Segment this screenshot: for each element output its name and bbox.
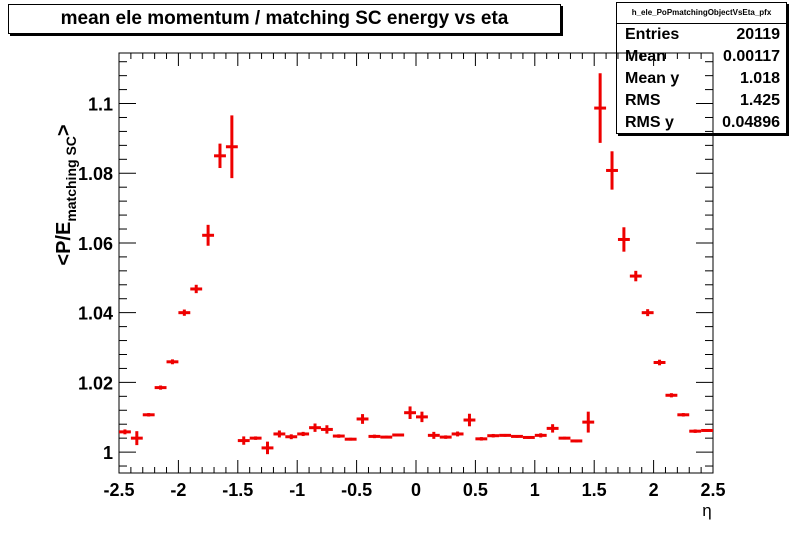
stats-label: RMS y [625, 114, 674, 131]
x-tick-label: -2.5 [103, 480, 134, 500]
data-point [154, 385, 167, 390]
stats-value: 20119 [736, 26, 780, 43]
plot-frame [118, 52, 714, 474]
data-point [225, 115, 238, 179]
x-tick-label: 1 [530, 480, 540, 500]
y-axis-label-main: <P/E [53, 222, 75, 266]
x-tick-label: 2 [649, 480, 659, 500]
data-point [427, 431, 440, 439]
data-point [178, 309, 191, 316]
y-tick-label: 1.06 [78, 234, 113, 254]
data-point [202, 224, 215, 246]
data-point [249, 436, 262, 440]
data-point [582, 411, 595, 433]
x-tick-label: 0 [411, 480, 421, 500]
data-point [297, 431, 310, 437]
y-tick-label: 1.04 [78, 304, 113, 324]
data-point [689, 429, 702, 433]
data-point [344, 437, 357, 441]
data-point [380, 435, 393, 439]
data-point [130, 431, 143, 446]
data-point [534, 433, 547, 438]
data-point [285, 434, 298, 440]
data-point [166, 359, 179, 365]
data-point [463, 413, 476, 427]
y-tick-label: 1.02 [78, 373, 113, 393]
x-axis: -2.5 -2 -1.5 -1 -0.5 0 0.5 1 1.5 2 2.5 [103, 53, 726, 500]
y-tick-label: 1.1 [88, 95, 113, 115]
stats-label: Mean y [625, 70, 680, 87]
data-point [665, 393, 678, 398]
stats-value: 1.018 [739, 70, 780, 87]
stats-value: 0.00117 [723, 48, 780, 65]
data-point [392, 433, 405, 437]
data-point [629, 270, 642, 282]
x-tick-label: -2 [170, 480, 186, 500]
data-points [119, 73, 713, 455]
data-point [522, 435, 535, 439]
data-point [404, 406, 416, 419]
data-point [546, 424, 559, 433]
x-tick-label: -1.5 [222, 480, 253, 500]
data-point [451, 431, 464, 437]
data-point [416, 411, 428, 423]
y-axis-label-sub: matching SC [63, 136, 79, 222]
x-tick-label: -1 [289, 480, 305, 500]
stats-box: h_ele_PoPmatchingObjectVsEta_pfx Entries… [616, 2, 787, 134]
stats-histogram-name: h_ele_PoPmatchingObjectVsEta_pfx [617, 3, 786, 24]
y-axis-label-end: > [53, 124, 75, 136]
chart-title: mean ele momentum / matching SC energy v… [60, 8, 509, 29]
data-point [356, 414, 369, 424]
x-axis-label: η [702, 501, 711, 520]
data-point [273, 430, 286, 438]
data-point [606, 151, 618, 190]
x-tick-label: 2.5 [700, 480, 725, 500]
data-point [558, 436, 571, 440]
data-point [332, 434, 345, 438]
data-point [701, 428, 713, 432]
data-point [237, 436, 250, 445]
y-tick-label: 1.08 [78, 164, 113, 184]
stats-value: 1.425 [739, 92, 780, 109]
data-point [214, 143, 226, 169]
data-point [368, 434, 381, 439]
data-point [511, 434, 523, 438]
stats-label: Mean [625, 48, 666, 65]
stats-label: RMS [625, 92, 661, 109]
data-point [570, 439, 583, 443]
data-point [499, 433, 512, 437]
stats-row-mean-y: Mean y 1.018 [617, 68, 786, 90]
x-tick-label: 0.5 [463, 480, 488, 500]
data-point [653, 359, 666, 366]
stats-row-rms-y: RMS y 0.04896 [617, 112, 786, 134]
stats-row-rms: RMS 1.425 [617, 90, 786, 112]
data-point [261, 441, 274, 455]
x-tick-label: 1.5 [582, 480, 607, 500]
y-axis-label: <P/Ematching SC> [53, 124, 79, 265]
data-point [487, 433, 500, 438]
stats-label: Entries [625, 26, 680, 43]
data-point [190, 284, 203, 294]
data-point [641, 309, 654, 317]
data-point [309, 423, 321, 432]
x-tick-label: -0.5 [341, 480, 372, 500]
stats-row-mean: Mean 0.00117 [617, 46, 786, 68]
data-point [475, 437, 488, 441]
stats-value: 0.04896 [722, 114, 780, 131]
stats-row-entries: Entries 20119 [617, 24, 786, 46]
data-point [142, 413, 155, 417]
chart-title-box: mean ele momentum / matching SC energy v… [8, 4, 561, 34]
data-point [439, 435, 452, 439]
y-tick-label: 1 [103, 443, 113, 463]
y-axis: 1 1.02 1.04 1.06 1.08 1.1 [78, 61, 713, 467]
data-point [594, 73, 607, 143]
data-point [320, 425, 333, 434]
data-point [119, 429, 131, 435]
data-point [677, 413, 690, 417]
data-point [617, 227, 630, 252]
